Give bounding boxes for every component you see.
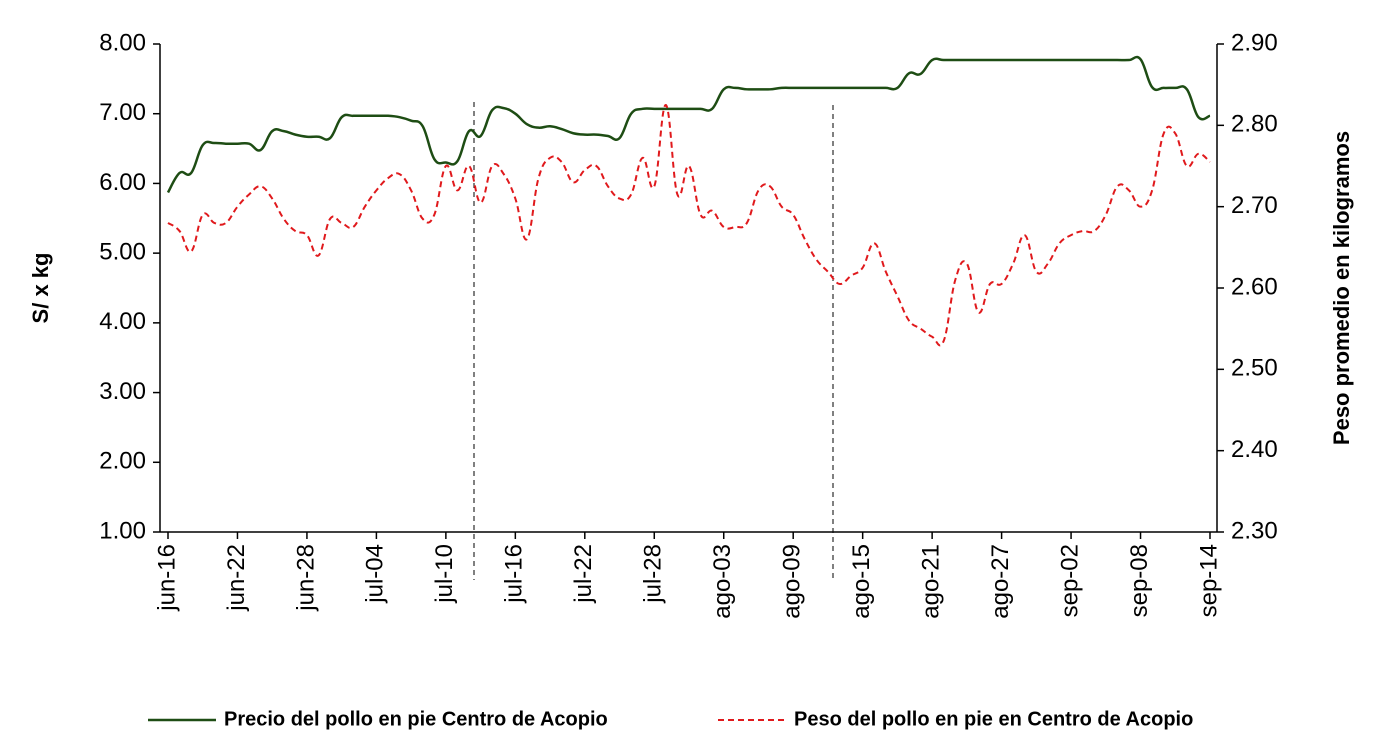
x-tick-label: jul-10 [431,544,458,604]
x-tick-label: sep-02 [1056,544,1083,617]
x-tick-label: jun-16 [153,544,180,612]
legend-label: Peso del pollo en pie en Centro de Acopi… [794,708,1193,730]
y2-tick-label: 2.80 [1231,111,1278,138]
x-tick-label: jul-04 [362,544,389,604]
y2-tick-label: 2.70 [1231,192,1278,219]
series-line [167,103,1211,347]
x-tick-label: jun-22 [223,544,250,612]
x-tick-label: ago-09 [779,544,806,619]
x-tick-label: ago-03 [709,544,736,619]
x-tick-label: jul-28 [640,544,667,604]
x-tick-label: jul-22 [570,544,597,604]
x-tick-label: jun-28 [292,544,319,612]
x-tick-label: jul-16 [501,544,528,604]
y2-tick-label: 2.50 [1231,355,1278,382]
x-tick-label: ago-15 [848,544,875,619]
y-tick-label: 2.00 [99,448,146,475]
y-tick-label: 7.00 [99,99,146,126]
y-tick-label: 4.00 [99,308,146,335]
x-tick-label: sep-14 [1195,544,1222,617]
x-tick-label: ago-27 [987,544,1014,619]
y2-tick-label: 2.90 [1231,29,1278,56]
y2-tick-label: 2.40 [1231,436,1278,463]
y2-axis-title: Peso promedio en kilogramos [1329,131,1354,445]
x-tick-label: ago-21 [917,544,944,619]
y2-tick-label: 2.60 [1231,273,1278,300]
y-tick-label: 5.00 [99,238,146,265]
series-line [166,55,1211,194]
legend-label: Precio del pollo en pie Centro de Acopio [224,708,608,730]
x-tick-label: sep-08 [1126,544,1153,617]
y2-tick-label: 2.30 [1231,517,1278,544]
y-tick-label: 8.00 [99,29,146,56]
y-tick-label: 3.00 [99,378,146,405]
y-tick-label: 6.00 [99,169,146,196]
y-axis-title: S/ x kg [28,253,53,324]
y-tick-label: 1.00 [99,517,146,544]
